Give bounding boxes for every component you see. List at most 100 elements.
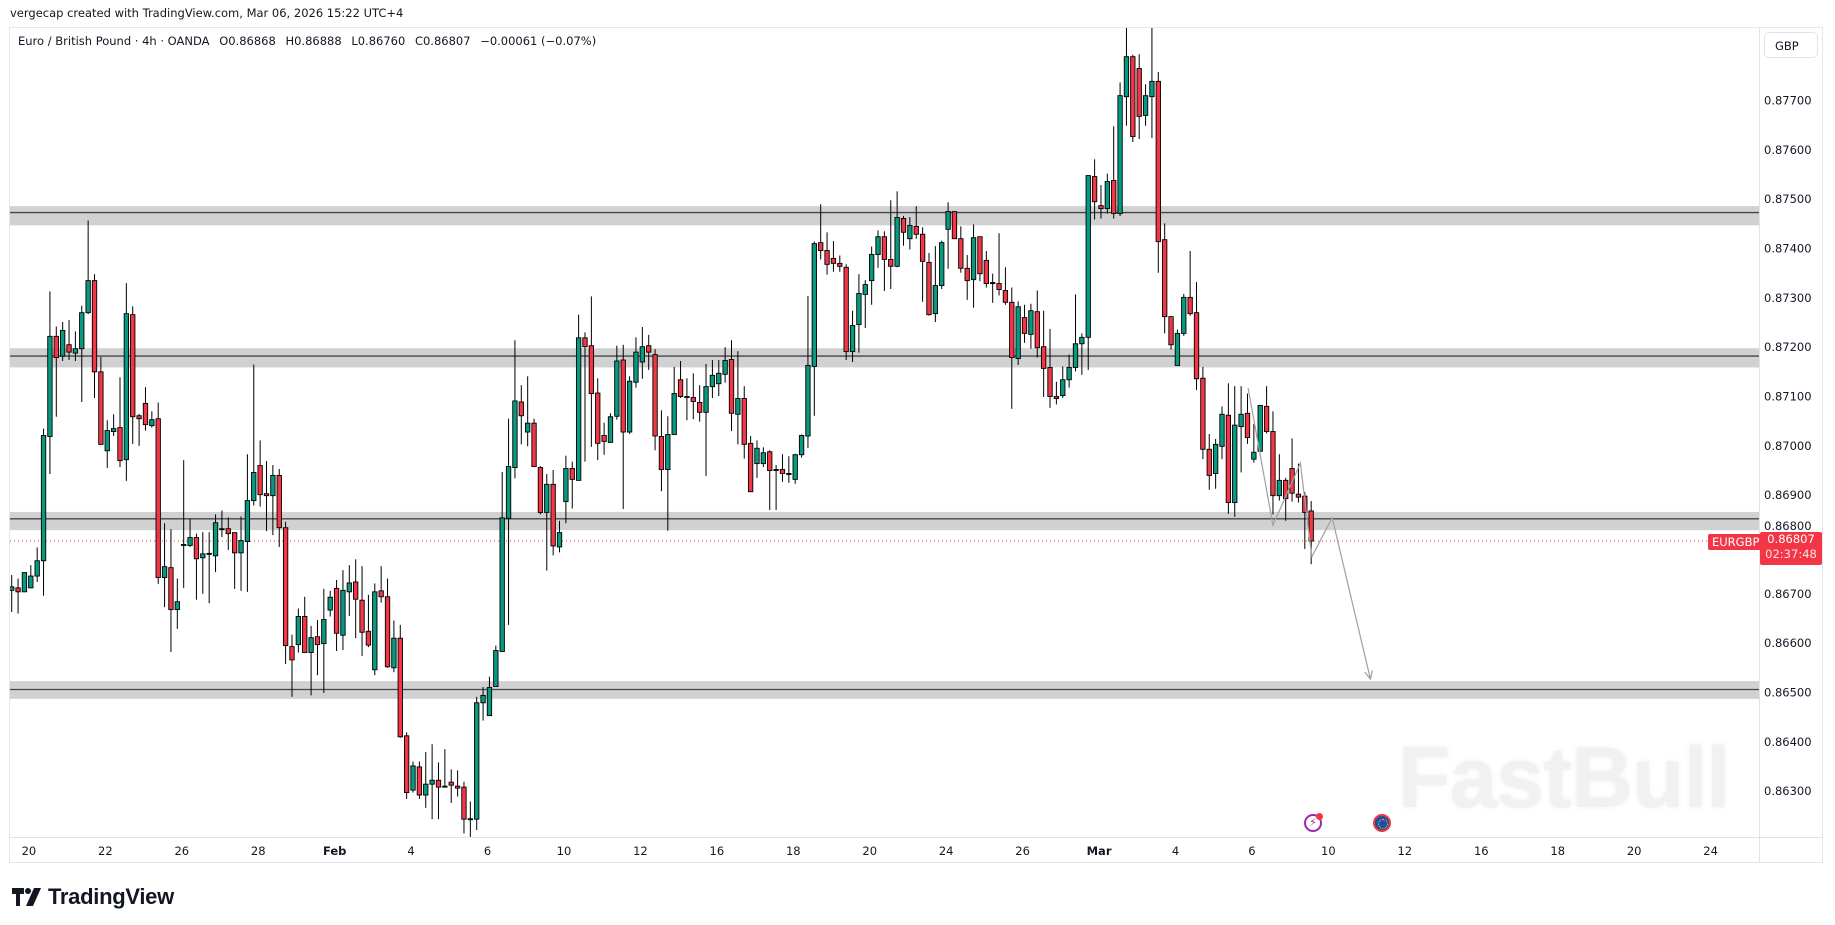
candle-body (474, 702, 480, 820)
candle (767, 450, 773, 510)
candle-body (1308, 510, 1314, 542)
candle-body (620, 359, 626, 433)
candle (798, 434, 805, 458)
projection-drawing[interactable] (1247, 388, 1373, 681)
candle (372, 583, 378, 676)
candle (614, 345, 620, 420)
candle-body (1104, 181, 1110, 210)
candle (270, 465, 276, 536)
candle (72, 331, 79, 362)
candle-body (830, 257, 837, 264)
candle (977, 236, 983, 282)
candle (1002, 267, 1009, 305)
zone[interactable] (10, 206, 1759, 226)
currency-button[interactable]: GBP (1764, 32, 1818, 58)
time-tick-label: Feb (323, 844, 346, 858)
candle (862, 280, 868, 328)
candle (703, 363, 709, 476)
candle (1289, 438, 1295, 502)
symbol-title[interactable]: Euro / British Pound · 4h · OANDA (18, 34, 210, 48)
candle (588, 296, 595, 447)
candle (282, 521, 289, 664)
candle (983, 251, 989, 288)
candle-body (1028, 310, 1034, 335)
ohlc-close: C0.86807 (414, 34, 471, 48)
candle-body (1270, 431, 1276, 497)
candle (365, 594, 372, 648)
candle-body (856, 292, 862, 325)
candle-body (461, 786, 467, 820)
candle-body (894, 217, 900, 267)
projection-path[interactable] (1247, 388, 1372, 680)
candle (193, 533, 200, 600)
bar-countdown: 02:37:48 (1765, 547, 1817, 561)
candle-body (703, 386, 709, 413)
candle (391, 620, 397, 673)
time-tick-label: Mar (1087, 844, 1112, 858)
candle (595, 378, 601, 461)
candle (91, 274, 98, 398)
candle (416, 761, 423, 799)
candle-body (1162, 239, 1168, 318)
candle-body (1015, 306, 1021, 359)
time-tick-label: 16 (710, 844, 725, 858)
candle-body (40, 435, 47, 562)
candle-body (1091, 176, 1098, 203)
candle-body (1142, 95, 1149, 116)
lightning-event-icon[interactable]: ⚡ (1304, 813, 1323, 832)
candle-body (792, 454, 798, 480)
zone-band[interactable] (10, 206, 1759, 226)
time-tick-label: 4 (407, 844, 414, 858)
candle (1060, 366, 1066, 398)
zone[interactable] (10, 348, 1759, 368)
candle-body (429, 779, 435, 785)
time-axis[interactable]: 20 22 26 28 Feb 4 6 10 12 16 18 20 24 26 Mar 4 6 10 12 16 18… (22, 844, 1718, 858)
zone[interactable] (10, 511, 1759, 531)
candle (346, 565, 352, 616)
current-price-label: 0.86807 02:37:48 (1760, 532, 1822, 565)
candle-body (384, 596, 391, 668)
candle-body (15, 587, 21, 593)
candle-body (639, 346, 645, 363)
zone-band[interactable] (10, 348, 1759, 368)
time-tick-label: 20 (1627, 844, 1642, 858)
candle (722, 347, 728, 383)
candle (1187, 251, 1193, 316)
candle (1251, 424, 1257, 463)
candle (1136, 54, 1142, 140)
candle (384, 578, 391, 668)
candle-body (486, 687, 493, 717)
price-tick-label: 0.87300 (1764, 291, 1812, 305)
zone-band[interactable] (10, 511, 1759, 531)
candle-body (843, 266, 849, 353)
candle-body (206, 552, 212, 555)
candle (537, 466, 544, 515)
candle (423, 752, 429, 808)
zone[interactable] (10, 681, 1759, 699)
candle-body (480, 694, 486, 704)
candle (716, 360, 722, 397)
price-axis[interactable]: 0.87700 0.87600 0.87500 0.87400 0.87300 0.872… (1764, 94, 1812, 798)
candle (639, 326, 645, 379)
time-tick-label: 20 (22, 844, 37, 858)
candle (671, 366, 677, 435)
candle (1212, 438, 1219, 489)
ohlc-low: L0.86760 (351, 34, 406, 48)
candle-body (467, 818, 473, 821)
candle-body (932, 285, 939, 315)
ohlc-change: −0.00061 (−0.07%) (480, 34, 597, 48)
candle-body (1238, 413, 1244, 428)
candle-body (671, 393, 677, 435)
candle (964, 254, 970, 300)
candle (442, 749, 448, 788)
tradingview-logo[interactable]: TradingView (12, 884, 174, 910)
candle (575, 314, 582, 481)
eu-flag-icon[interactable] (1373, 814, 1391, 832)
candle (1066, 354, 1072, 388)
candle-body (231, 532, 238, 554)
candle-body (970, 237, 977, 281)
candle-body (824, 250, 830, 265)
candle-body (633, 351, 639, 383)
candle (295, 608, 301, 653)
